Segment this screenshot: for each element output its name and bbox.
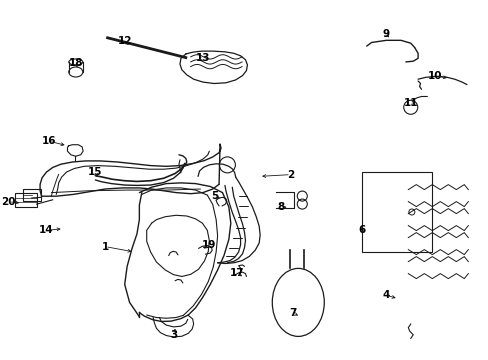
Text: 13: 13 [195,53,210,63]
Text: 9: 9 [382,29,389,39]
Text: 11: 11 [403,98,417,108]
Text: 1: 1 [102,242,108,252]
Text: 15: 15 [88,167,102,177]
Text: 14: 14 [39,225,54,235]
Text: 17: 17 [229,268,244,278]
Text: 20: 20 [1,197,16,207]
Text: 16: 16 [41,136,56,146]
Text: 4: 4 [382,290,389,300]
Text: 7: 7 [289,308,297,318]
Text: 5: 5 [211,191,218,201]
Text: 10: 10 [427,71,442,81]
Text: 18: 18 [68,58,83,68]
Bar [23,189,41,201]
Text: 6: 6 [358,225,365,235]
Text: 19: 19 [202,240,216,250]
Bar [361,172,431,252]
Text: 8: 8 [277,202,284,212]
Bar [15,193,37,207]
Text: 3: 3 [170,330,177,340]
Text: 2: 2 [287,170,294,180]
Text: 12: 12 [117,36,132,46]
